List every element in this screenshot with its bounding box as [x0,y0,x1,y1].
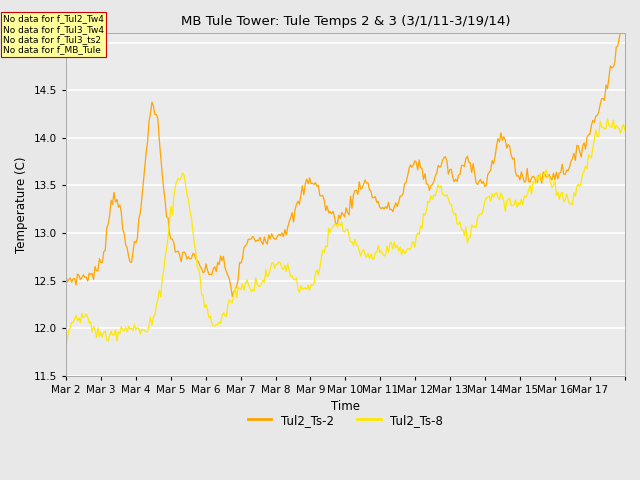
Tul2_Ts-2 [99,260,106,265]
Y-axis label: Temperature (C): Temperature (C) [15,156,28,252]
Tul2_Ts-2 [228,294,236,300]
Tul2_Ts-8 [618,125,626,131]
Tul2_Ts-8 [81,314,89,320]
X-axis label: Time: Time [331,400,360,413]
Title: MB Tule Tower: Tule Temps 2 & 3 (3/1/11-3/19/14): MB Tule Tower: Tule Temps 2 & 3 (3/1/11-… [180,15,510,28]
Tul2_Ts-8 [62,346,70,351]
Tul2_Ts-2 [81,275,89,280]
Line: Tul2_Ts-8: Tul2_Ts-8 [66,119,625,348]
Tul2_Ts-2 [62,271,70,277]
Text: No data for f_Tul2_Tw4
No data for f_Tul3_Tw4
No data for f_Tul3_ts2
No data for: No data for f_Tul2_Tw4 No data for f_Tul… [3,14,104,55]
Tul2_Ts-8 [621,128,629,133]
Tul2_Ts-2 [618,26,626,32]
Tul2_Ts-2 [621,17,629,23]
Tul2_Ts-2 [462,156,470,162]
Tul2_Ts-8 [99,334,106,340]
Tul2_Ts-8 [604,116,611,121]
Tul2_Ts-2 [351,188,359,193]
Tul2_Ts-8 [544,173,552,179]
Line: Tul2_Ts-2: Tul2_Ts-2 [66,20,625,297]
Tul2_Ts-8 [461,233,468,239]
Tul2_Ts-2 [545,171,553,177]
Legend: Tul2_Ts-2, Tul2_Ts-8: Tul2_Ts-2, Tul2_Ts-8 [243,409,448,431]
Tul2_Ts-8 [349,243,357,249]
